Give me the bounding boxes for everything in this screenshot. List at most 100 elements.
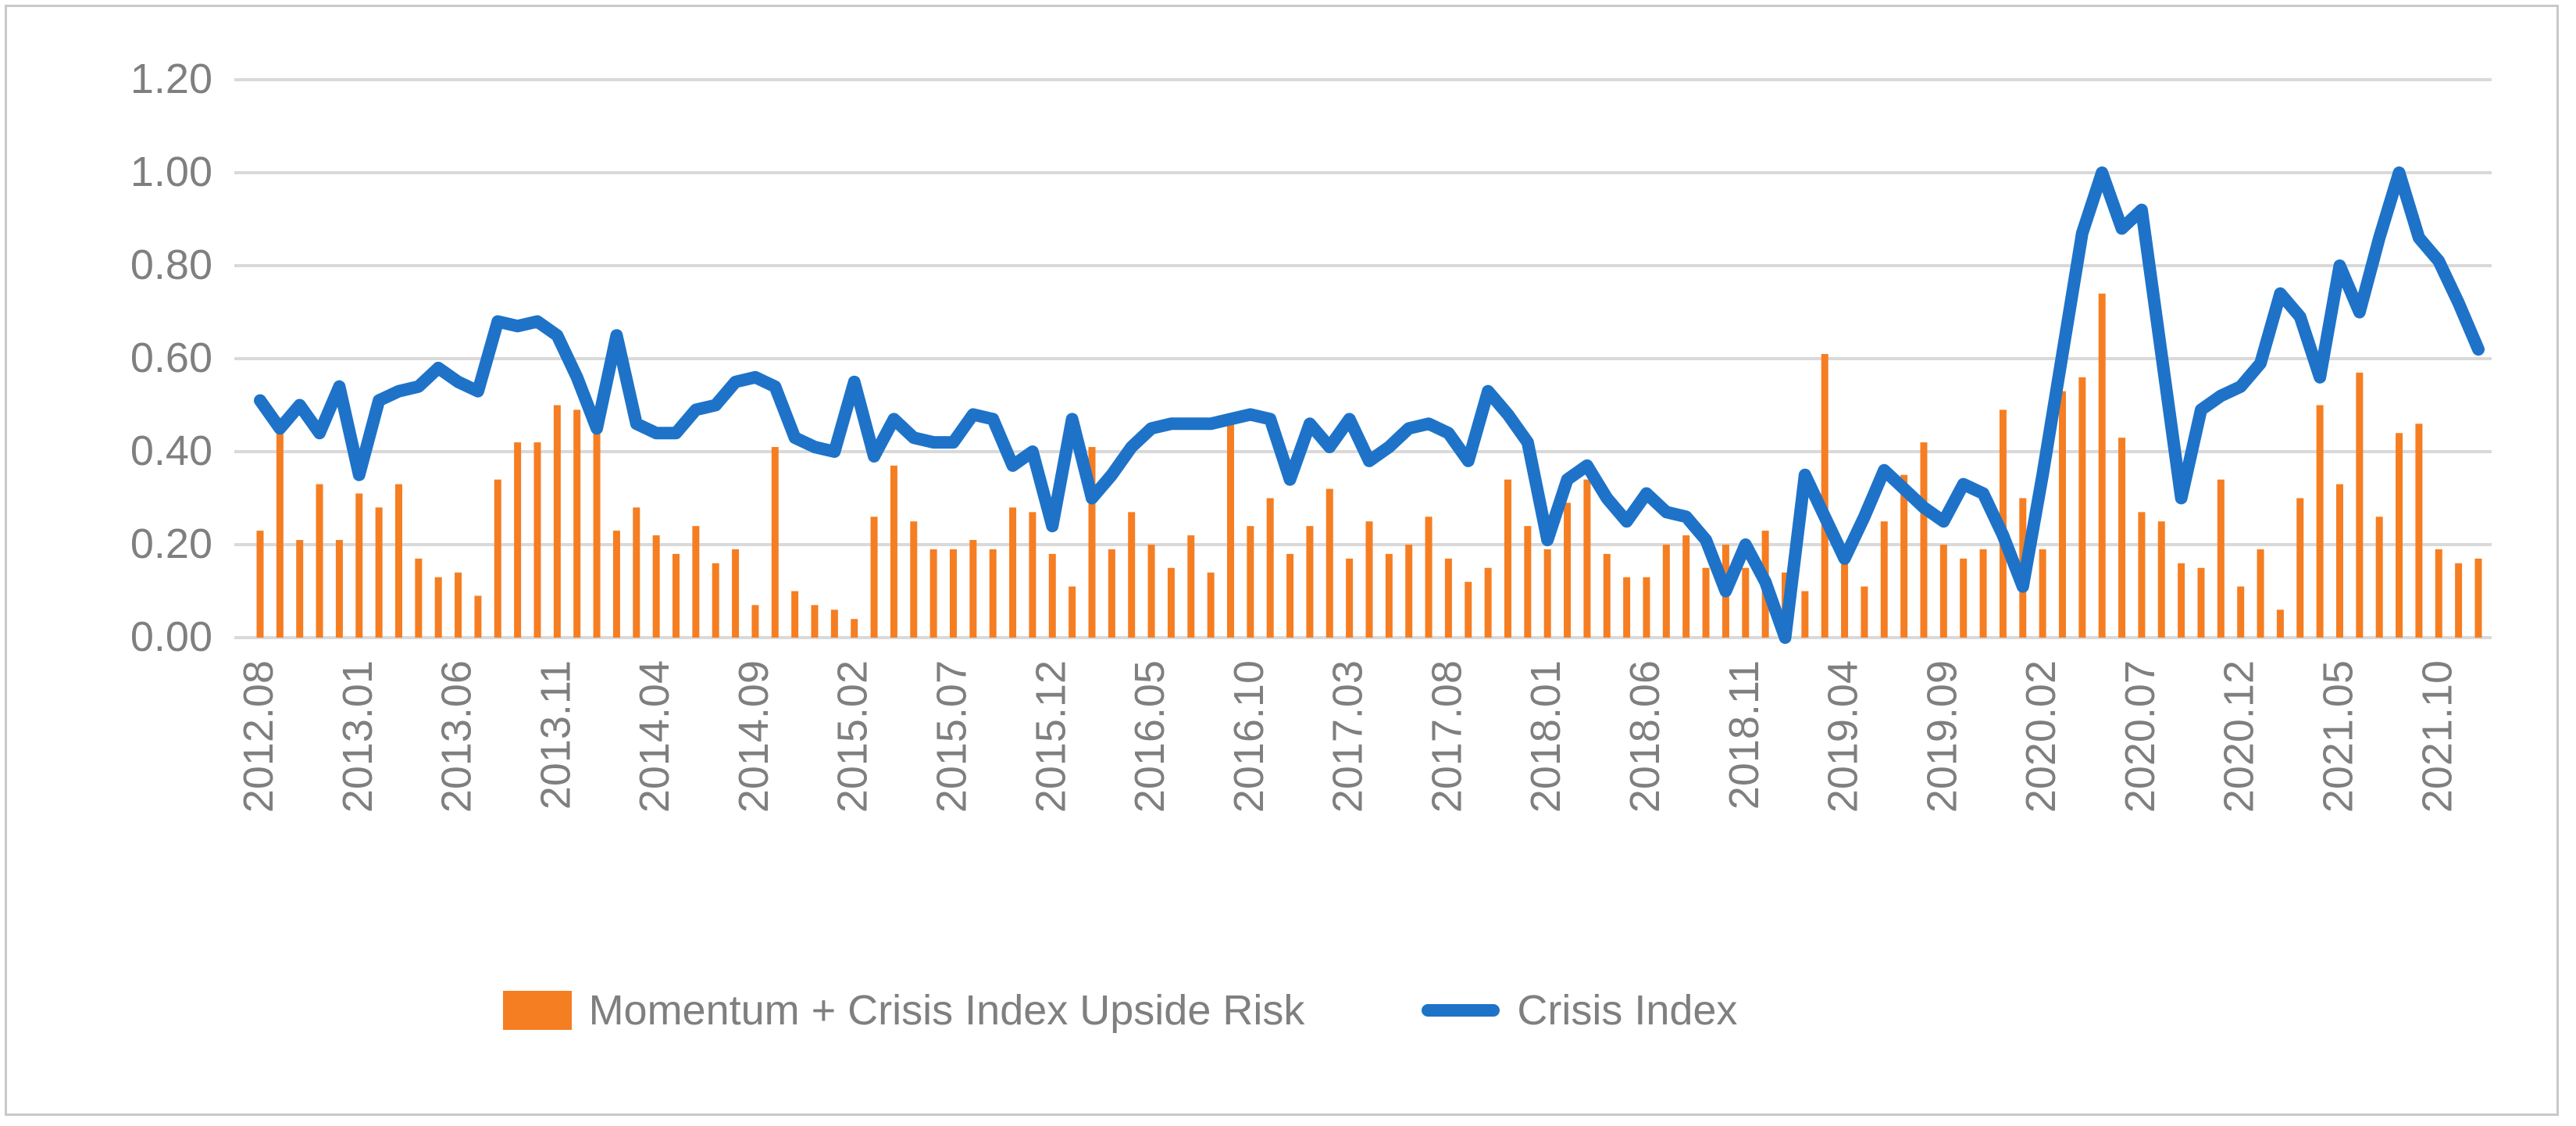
bar xyxy=(434,577,442,638)
bar xyxy=(1088,447,1096,638)
legend-item-crisis-index[interactable]: Crisis Index xyxy=(1422,986,1737,1035)
bar xyxy=(514,442,522,638)
bar xyxy=(455,572,462,638)
bar xyxy=(573,409,581,638)
bar xyxy=(355,493,363,638)
line-series xyxy=(254,166,2485,644)
x-axis-tick-label: 2015.12 xyxy=(1027,660,1074,813)
bar xyxy=(969,540,977,638)
legend-label-momentum: Momentum + Crisis Index Upside Risk xyxy=(588,987,1305,1034)
x-axis-tick-label: 2021.10 xyxy=(2414,660,2460,813)
y-axis-tick-label: 0.60 xyxy=(130,334,212,381)
bar xyxy=(1742,567,1750,638)
bar xyxy=(830,609,838,638)
bar xyxy=(2178,563,2185,638)
bar xyxy=(1900,474,1908,638)
bar xyxy=(751,605,759,638)
bar xyxy=(1009,507,1017,638)
bar xyxy=(1226,419,1234,638)
bar xyxy=(2276,609,2284,638)
x-axis-tick-label: 2013.01 xyxy=(334,660,381,813)
bar xyxy=(1425,517,1432,638)
x-axis-tick-label: 2017.08 xyxy=(1423,660,1470,813)
bar xyxy=(2098,293,2106,638)
legend: Momentum + Crisis Index Upside Risk Cris… xyxy=(0,975,2408,1046)
x-axis-tick-label: 2020.12 xyxy=(2216,660,2263,813)
bar xyxy=(276,433,284,638)
bar xyxy=(1702,567,1710,638)
bar xyxy=(771,447,779,638)
bar xyxy=(732,549,740,638)
bar xyxy=(1960,558,1968,638)
bar xyxy=(494,479,501,638)
bar-series-swatch-icon xyxy=(502,991,572,1030)
bar xyxy=(989,549,997,638)
bar xyxy=(1147,545,1155,638)
bar xyxy=(1880,521,1888,638)
bar xyxy=(1920,442,1928,638)
x-axis-tick-label: 2016.10 xyxy=(1226,660,1272,813)
x-axis-tick-label: 2020.02 xyxy=(2018,660,2064,813)
legend-item-momentum[interactable]: Momentum + Crisis Index Upside Risk xyxy=(502,986,1305,1035)
line-series-swatch-icon xyxy=(1422,1004,1500,1017)
bar xyxy=(1662,545,1670,638)
bar xyxy=(2455,563,2463,638)
bar xyxy=(1385,553,1393,638)
bar xyxy=(672,553,680,638)
bar xyxy=(1029,512,1036,638)
bar xyxy=(2375,517,2383,638)
x-axis-tick-label: 2015.02 xyxy=(830,660,876,813)
bar xyxy=(1365,521,1373,638)
x-axis-tick-label: 2021.05 xyxy=(2314,660,2361,813)
bar xyxy=(1048,553,1056,638)
bar xyxy=(1306,526,1314,638)
x-axis-tick-label: 2012.08 xyxy=(235,660,282,813)
bar xyxy=(1979,549,1987,638)
bar xyxy=(2157,521,2165,638)
bar xyxy=(1405,545,1413,638)
x-axis-tick-label: 2017.03 xyxy=(1325,660,1372,813)
bar xyxy=(2217,479,2225,638)
bar xyxy=(593,428,601,638)
bar xyxy=(1128,512,1136,638)
y-axis-tick-label: 0.40 xyxy=(130,427,212,474)
x-axis-tick-label: 2013.11 xyxy=(532,660,579,810)
bar xyxy=(1286,553,1294,638)
bar xyxy=(1465,581,1472,638)
bar xyxy=(1444,558,1452,638)
chart-border xyxy=(5,5,2559,1116)
x-axis-tick-label: 2014.09 xyxy=(730,660,777,813)
bar xyxy=(811,605,819,638)
bar xyxy=(1583,479,1591,638)
bar xyxy=(890,465,897,638)
bar xyxy=(2078,377,2086,638)
bar xyxy=(1069,586,1076,638)
bar xyxy=(533,442,541,638)
bar xyxy=(2257,549,2264,638)
bar xyxy=(2039,549,2046,638)
x-axis-tick-label: 2018.01 xyxy=(1522,660,1569,813)
bar xyxy=(2058,391,2066,638)
bar xyxy=(1564,502,1572,638)
x-axis-tick-label: 2020.07 xyxy=(2117,660,2164,813)
bar xyxy=(2356,372,2364,638)
bar xyxy=(1266,498,1274,638)
bar xyxy=(2396,433,2403,638)
y-axis-tick-label: 0.00 xyxy=(130,613,212,660)
bar xyxy=(612,531,620,638)
bar xyxy=(1939,545,1947,638)
y-axis-tick-label: 0.20 xyxy=(130,520,212,567)
bar xyxy=(1187,535,1195,638)
bar xyxy=(1861,586,1868,638)
bar xyxy=(1484,567,1492,638)
bar xyxy=(910,521,918,638)
bar xyxy=(1543,549,1551,638)
bar xyxy=(851,619,858,638)
bar xyxy=(394,484,402,638)
bar xyxy=(2118,438,2126,638)
bar xyxy=(1325,488,1333,638)
bar xyxy=(1603,553,1611,638)
legend-label-crisis-index: Crisis Index xyxy=(1517,987,1738,1034)
bar xyxy=(2415,424,2423,638)
x-axis-tick-label: 2019.09 xyxy=(1918,660,1965,813)
